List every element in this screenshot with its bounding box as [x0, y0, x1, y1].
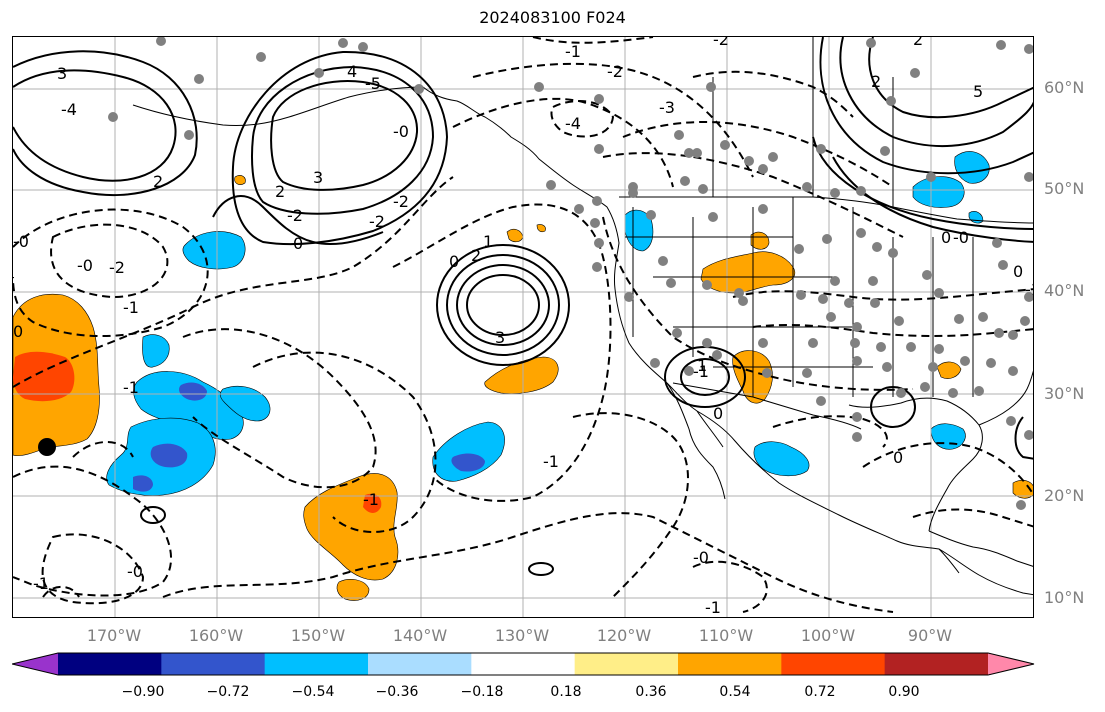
svg-text:-2: -2: [607, 62, 623, 81]
colorbar-extend-high: [988, 653, 1034, 675]
svg-text:3: 3: [495, 328, 505, 347]
svg-text:-4: -4: [61, 100, 77, 119]
lat-label-50n: 50°N: [1044, 179, 1085, 198]
colorbar-segment: [884, 653, 989, 675]
svg-text:-2: -2: [393, 192, 409, 211]
contour-labels: 3 -4 -5 4 2 3 2 -3 -4 -2 -1 -2 -2 -2 -2 …: [13, 37, 1034, 617]
negative-contours: [13, 37, 1033, 613]
svg-text:-3: -3: [659, 98, 675, 117]
lon-label-130w: 130°W: [494, 626, 550, 645]
lon-label-140w: 140°W: [392, 626, 448, 645]
map-panel: 3 -4 -5 4 2 3 2 -3 -4 -2 -1 -2 -2 -2 -2 …: [12, 36, 1034, 618]
svg-text:0: 0: [713, 404, 723, 423]
colorbar-segment: [58, 653, 162, 675]
lat-label-60n: 60°N: [1044, 78, 1085, 97]
svg-text:0: 0: [941, 228, 951, 247]
lat-lon-gridlines: [13, 37, 1033, 617]
svg-text:3: 3: [313, 168, 323, 187]
colorbar-tick-label: 0.18: [550, 684, 582, 700]
svg-text:1: 1: [697, 356, 707, 375]
colorbar-tick-label: −0.36: [375, 684, 419, 700]
colorbar-segment: [368, 653, 472, 675]
lon-label-100w: 100°W: [800, 626, 856, 645]
svg-text:-1: -1: [1025, 280, 1034, 299]
svg-text:2: 2: [471, 246, 481, 265]
lat-label-30n: 30°N: [1044, 384, 1085, 403]
shaded-anomaly-regions: [13, 151, 1033, 601]
lon-label-160w: 160°W: [188, 626, 244, 645]
svg-text:-2: -2: [713, 37, 729, 49]
colorbar-tick-label: −0.54: [291, 684, 335, 700]
svg-text:1: 1: [483, 232, 493, 251]
svg-text:-1: -1: [705, 598, 721, 617]
svg-text:-2: -2: [287, 206, 303, 225]
colorbar-tick-label: −0.18: [460, 684, 504, 700]
svg-text:0: 0: [893, 448, 903, 467]
colorbar-tick-label: 0.72: [804, 684, 836, 700]
lat-label-10n: 10°N: [1044, 588, 1085, 607]
colorbar-segment: [471, 653, 576, 675]
lon-label-150w: 150°W: [290, 626, 346, 645]
svg-text:-0: -0: [693, 548, 709, 567]
svg-text:-4: -4: [565, 114, 581, 133]
colorbar-tick-label: 0.36: [635, 684, 667, 700]
svg-text:-1: -1: [33, 574, 49, 593]
lat-label-20n: 20°N: [1044, 486, 1085, 505]
colorbar-segment: [574, 653, 679, 675]
colorbar-tick-label: −0.90: [121, 684, 165, 700]
svg-text:2: 2: [275, 182, 285, 201]
lon-label-170w: 170°W: [86, 626, 142, 645]
svg-text:-0: -0: [127, 562, 143, 581]
colorbar-segment: [264, 653, 369, 675]
colorbar-tick-label: 0.90: [888, 684, 920, 700]
coastlines-and-borders: [132, 37, 1033, 596]
colorbar-tick-label: −0.72: [206, 684, 250, 700]
svg-text:-2: -2: [369, 212, 385, 231]
lat-label-40n: 40°N: [1044, 281, 1085, 300]
lon-label-120w: 120°W: [596, 626, 652, 645]
svg-text:-1: -1: [123, 378, 139, 397]
colorbar: [12, 652, 1035, 676]
colorbar-segment: [781, 653, 886, 675]
svg-text:0: 0: [293, 234, 303, 253]
lon-label-110w: 110°W: [698, 626, 754, 645]
svg-text:2: 2: [871, 72, 881, 91]
svg-text:4: 4: [347, 62, 357, 81]
svg-text:-1: -1: [543, 452, 559, 471]
svg-text:-0: -0: [13, 232, 29, 251]
svg-text:-1: -1: [565, 42, 581, 61]
colorbar-tick-label: 0.54: [719, 684, 751, 700]
svg-text:0: 0: [13, 322, 23, 341]
svg-text:-5: -5: [365, 74, 381, 93]
svg-text:5: 5: [973, 82, 983, 101]
station-markers: [108, 37, 1033, 510]
svg-text:-1: -1: [123, 298, 139, 317]
svg-text:-2: -2: [109, 258, 125, 277]
svg-text:0: 0: [449, 252, 459, 271]
svg-text:3: 3: [57, 64, 67, 83]
svg-text:-0: -0: [77, 256, 93, 275]
colorbar-segment: [678, 653, 782, 675]
colorbar-extend-low: [12, 653, 58, 675]
svg-text:2: 2: [153, 172, 163, 191]
svg-text:-1: -1: [693, 362, 709, 381]
svg-text:-0: -0: [953, 228, 969, 247]
svg-text:-0: -0: [393, 122, 409, 141]
colorbar-segment: [161, 653, 266, 675]
svg-text:2: 2: [913, 37, 923, 49]
chart-title: 2024083100 F024: [479, 8, 626, 27]
svg-text:-1: -1: [363, 490, 379, 509]
lon-label-90w: 90°W: [907, 626, 953, 645]
svg-text:0: 0: [1013, 262, 1023, 281]
